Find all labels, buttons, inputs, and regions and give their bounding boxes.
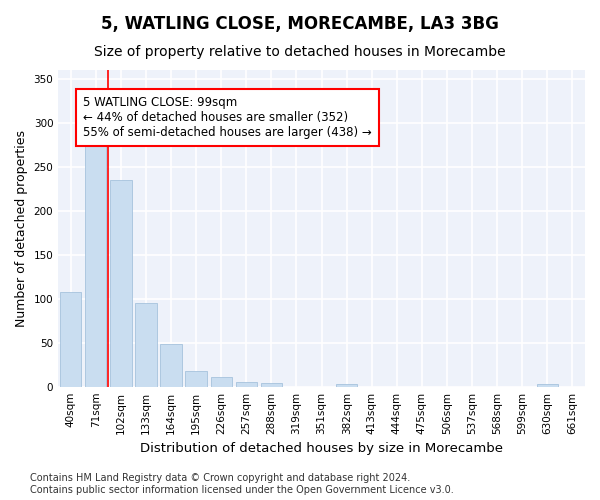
- Text: Size of property relative to detached houses in Morecambe: Size of property relative to detached ho…: [94, 45, 506, 59]
- Bar: [236, 382, 257, 386]
- Bar: [110, 180, 131, 386]
- Bar: [185, 371, 207, 386]
- Bar: [211, 377, 232, 386]
- Bar: [261, 383, 282, 386]
- Bar: [336, 384, 358, 386]
- Bar: [537, 384, 558, 386]
- X-axis label: Distribution of detached houses by size in Morecambe: Distribution of detached houses by size …: [140, 442, 503, 455]
- Bar: [160, 344, 182, 386]
- Text: 5, WATLING CLOSE, MORECAMBE, LA3 3BG: 5, WATLING CLOSE, MORECAMBE, LA3 3BG: [101, 15, 499, 33]
- Y-axis label: Number of detached properties: Number of detached properties: [15, 130, 28, 327]
- Text: 5 WATLING CLOSE: 99sqm
← 44% of detached houses are smaller (352)
55% of semi-de: 5 WATLING CLOSE: 99sqm ← 44% of detached…: [83, 96, 372, 140]
- Bar: [60, 292, 82, 386]
- Bar: [85, 140, 106, 386]
- Text: Contains HM Land Registry data © Crown copyright and database right 2024.
Contai: Contains HM Land Registry data © Crown c…: [30, 474, 454, 495]
- Bar: [136, 303, 157, 386]
